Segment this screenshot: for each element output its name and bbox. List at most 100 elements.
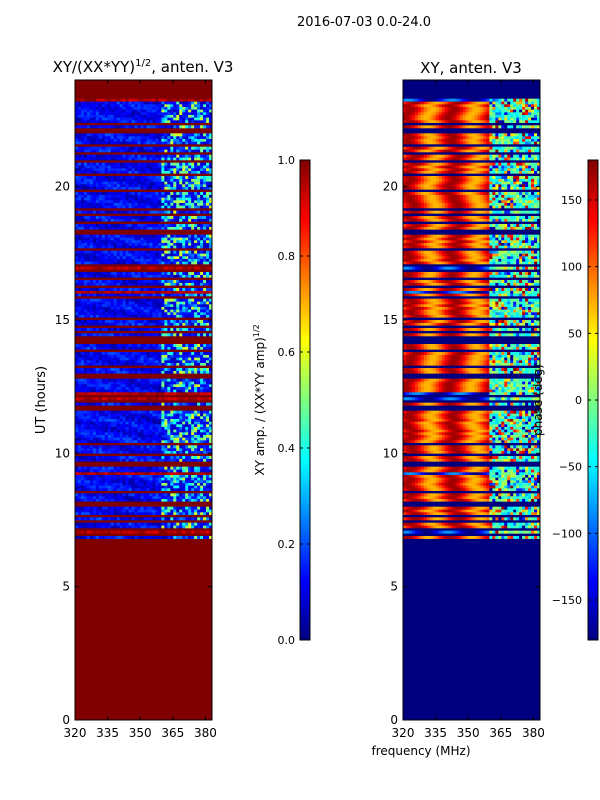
amplitude-heatmap-cell: [161, 186, 165, 190]
amplitude-heatmap-cell: [134, 298, 138, 302]
amplitude-heatmap-cell: [107, 466, 112, 470]
amplitude-heatmap-cell: [131, 357, 135, 361]
amplitude-heatmap-cell: [131, 346, 135, 350]
amplitude-heatmap-cell: [191, 418, 195, 422]
amplitude-heatmap-cell: [209, 200, 212, 203]
amplitude-heatmap-cell: [152, 466, 156, 470]
amplitude-heatmap-cell: [182, 352, 186, 355]
amplitude-heatmap-cell: [161, 413, 165, 417]
amplitude-heatmap-cell: [179, 218, 183, 222]
amplitude-heatmap-cell: [113, 192, 117, 195]
amplitude-heatmap-cell: [197, 168, 201, 171]
amplitude-heatmap-cell: [110, 224, 115, 227]
amplitude-heatmap-cell: [107, 288, 112, 291]
amplitude-heatmap-cell: [152, 517, 156, 521]
amplitude-heatmap-cell: [77, 272, 82, 275]
amplitude-heatmap-cell: [176, 386, 180, 390]
amplitude-heatmap-cell: [110, 154, 115, 158]
amplitude-heatmap-cell: [131, 368, 135, 371]
amplitude-heatmap-cell: [89, 434, 94, 438]
amplitude-heatmap-cell: [140, 346, 144, 350]
amplitude-heatmap-cell: [95, 224, 100, 227]
amplitude-heatmap-cell: [86, 424, 91, 427]
amplitude-heatmap-cell: [134, 429, 138, 433]
amplitude-heatmap-cell: [113, 210, 117, 214]
amplitude-heatmap-cell: [107, 381, 112, 385]
amplitude-heatmap-cell: [131, 240, 135, 243]
amplitude-heatmap-cell: [155, 488, 159, 491]
amplitude-heatmap-cell: [179, 304, 183, 307]
amplitude-heatmap-cell: [113, 488, 117, 491]
amplitude-heatmap-cell: [173, 482, 177, 486]
amplitude-heatmap-cell: [209, 194, 212, 198]
amplitude-heatmap-cell: [179, 322, 183, 326]
amplitude-heatmap-cell: [77, 384, 82, 387]
amplitude-heatmap-cell: [75, 328, 79, 331]
amplitude-heatmap-cell: [86, 384, 91, 387]
amplitude-heatmap-cell: [164, 434, 168, 438]
amplitude-heatmap-cell: [185, 274, 189, 278]
amplitude-heatmap-cell: [170, 301, 174, 305]
amplitude-heatmap-cell: [104, 234, 109, 238]
amplitude-heatmap-cell: [113, 205, 117, 209]
amplitude-heatmap-cell: [83, 256, 88, 259]
amplitude-heatmap-cell: [206, 282, 210, 286]
amplitude-heatmap-cell: [83, 512, 88, 515]
amplitude-heatmap-cell: [194, 194, 198, 198]
amplitude-heatmap-cell: [188, 368, 192, 371]
amplitude-heatmap-cell: [75, 352, 79, 355]
amplitude-heatmap-cell: [197, 418, 201, 422]
amplitude-heatmap-cell: [179, 381, 183, 385]
amplitude-heatmap-cell: [170, 517, 174, 521]
amplitude-heatmap-cell: [86, 272, 91, 275]
amplitude-heatmap-cell: [131, 410, 135, 414]
amplitude-heatmap-cell: [203, 421, 207, 425]
amplitude-heatmap-cell: [146, 162, 150, 166]
amplitude-heatmap-cell: [203, 197, 207, 201]
amplitude-heatmap-cell: [92, 386, 97, 390]
amplitude-heatmap-cell: [143, 256, 147, 259]
amplitude-heatmap-cell: [77, 485, 82, 489]
amplitude-heatmap-cell: [173, 426, 177, 430]
amplitude-heatmap-cell: [206, 186, 210, 190]
amplitude-heatmap-cell: [176, 298, 180, 302]
amplitude-heatmap-cell: [101, 266, 106, 270]
amplitude-heatmap-cell: [137, 309, 141, 313]
amplitude-heatmap-cell: [98, 386, 103, 390]
amplitude-heatmap-cell: [101, 536, 106, 539]
amplitude-heatmap-cell: [110, 480, 115, 483]
amplitude-heatmap-cell: [191, 378, 195, 382]
amplitude-heatmap-cell: [173, 309, 177, 313]
amplitude-heatmap-cell: [194, 485, 198, 489]
amplitude-heatmap-cell: [200, 344, 204, 347]
amplitude-heatmap-cell: [131, 402, 135, 406]
amplitude-heatmap-cell: [185, 368, 189, 371]
amplitude-heatmap-cell: [143, 360, 147, 363]
amplitude-heatmap-cell: [119, 240, 123, 243]
amplitude-heatmap-cell: [209, 218, 212, 222]
amplitude-heatmap-cell: [95, 280, 100, 283]
amplitude-heatmap-cell: [203, 320, 207, 323]
amplitude-heatmap-cell: [143, 218, 147, 222]
amplitude-heatmap-cell: [122, 138, 126, 142]
amplitude-heatmap-cell: [164, 474, 168, 478]
amplitude-heatmap-cell: [152, 226, 156, 230]
amplitude-heatmap-cell: [134, 304, 138, 307]
amplitude-heatmap-cell: [113, 536, 117, 539]
amplitude-heatmap-cell: [188, 450, 192, 454]
amplitude-heatmap-cell: [122, 146, 126, 150]
amplitude-heatmap-cell: [101, 205, 106, 209]
amplitude-heatmap-cell: [152, 200, 156, 203]
amplitude-heatmap-cell: [158, 280, 162, 283]
amplitude-heatmap-cell: [128, 421, 132, 425]
amplitude-heatmap-cell: [107, 261, 112, 265]
amplitude-heatmap-cell: [161, 496, 165, 499]
amplitude-heatmap-cell: [188, 410, 192, 414]
amplitude-heatmap-cell: [77, 389, 82, 393]
amplitude-heatmap-cell: [155, 322, 159, 326]
amplitude-heatmap-cell: [164, 200, 168, 203]
amplitude-heatmap-cell: [104, 496, 109, 499]
amplitude-heatmap-cell: [95, 141, 100, 145]
amplitude-heatmap-cell: [149, 200, 153, 203]
amplitude-heatmap-cell: [161, 525, 165, 529]
